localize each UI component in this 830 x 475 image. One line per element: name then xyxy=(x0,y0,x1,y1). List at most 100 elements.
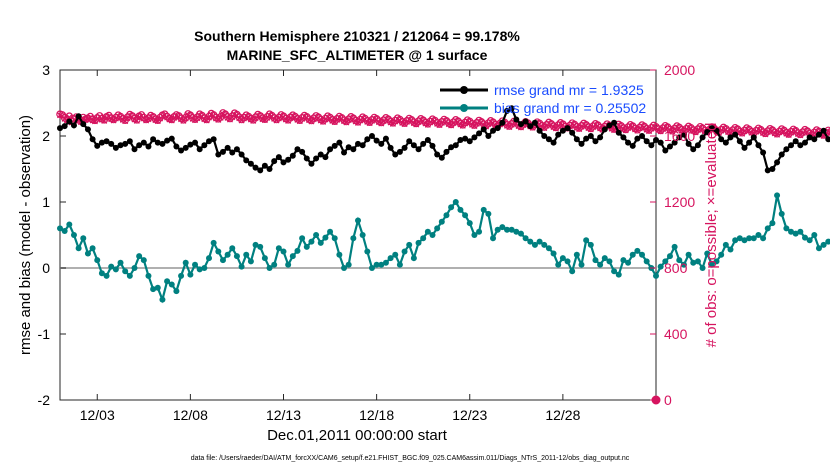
bias-marker xyxy=(66,221,72,227)
rmse-marker xyxy=(197,146,203,152)
y-right-axis-label: # of obs: o=possible; ×=evaluated xyxy=(703,123,720,348)
bias-marker xyxy=(145,273,151,279)
rmse-marker xyxy=(132,146,138,152)
bias-marker xyxy=(113,266,119,272)
rmse-marker xyxy=(90,136,96,142)
bias-marker xyxy=(490,235,496,241)
bias-marker xyxy=(579,262,585,268)
bias-marker xyxy=(132,265,138,271)
bias-marker xyxy=(215,249,221,255)
rmse-marker xyxy=(746,140,752,146)
bias-marker xyxy=(355,217,361,223)
rmse-marker xyxy=(821,128,827,134)
rmse-marker xyxy=(592,138,598,144)
legend-rmse-label: rmse grand mr = 1.9325 xyxy=(494,82,644,98)
y-right-tick-label: 0 xyxy=(664,392,672,408)
bias-marker xyxy=(411,255,417,261)
bias-marker xyxy=(653,273,659,279)
bias-marker xyxy=(462,212,468,218)
rmse-marker xyxy=(495,125,501,131)
bias-marker xyxy=(630,252,636,258)
rmse-marker xyxy=(555,132,561,138)
rmse-marker xyxy=(532,120,538,126)
bias-marker xyxy=(797,229,803,235)
bias-marker xyxy=(364,249,370,255)
bias-marker xyxy=(416,240,422,246)
rmse-marker xyxy=(783,146,789,152)
rmse-marker xyxy=(523,118,529,124)
rmse-marker xyxy=(350,146,356,152)
rmse-marker xyxy=(760,150,766,156)
legend-bias-label: bias grand mr = 0.25502 xyxy=(494,100,646,116)
rmse-marker xyxy=(639,133,645,139)
bias-marker xyxy=(551,250,557,256)
rmse-marker xyxy=(169,136,175,142)
bias-marker xyxy=(597,262,603,268)
bias-marker xyxy=(155,285,161,291)
rmse-marker xyxy=(648,142,654,148)
rmse-marker xyxy=(145,144,151,150)
rmse-marker xyxy=(220,149,226,155)
bias-marker xyxy=(667,253,673,259)
rmse-marker xyxy=(690,146,696,152)
bias-marker xyxy=(518,231,524,237)
rmse-marker xyxy=(630,143,636,149)
rmse-marker xyxy=(369,133,375,139)
bias-marker xyxy=(173,288,179,294)
rmse-marker xyxy=(267,166,273,172)
bias-marker xyxy=(290,253,296,259)
rmse-marker xyxy=(322,154,328,160)
bias-marker xyxy=(625,260,631,266)
rmse-marker xyxy=(341,150,347,156)
rmse-marker xyxy=(425,137,431,143)
bias-marker xyxy=(201,265,207,271)
bias-marker xyxy=(443,212,449,218)
bias-marker xyxy=(420,235,426,241)
rmse-marker xyxy=(420,141,426,147)
bias-marker xyxy=(118,260,124,266)
bias-marker xyxy=(243,252,249,258)
bias-marker xyxy=(779,211,785,217)
bias-marker xyxy=(811,232,817,238)
rmse-marker xyxy=(308,161,314,167)
rmse-marker xyxy=(620,134,626,140)
bias-marker xyxy=(178,273,184,279)
bias-marker xyxy=(476,229,482,235)
rmse-marker xyxy=(416,146,422,152)
y-right-tick-label: 2000 xyxy=(664,62,695,78)
y-right-tick-label: 800 xyxy=(664,260,688,276)
bias-marker xyxy=(546,245,552,251)
x-tick-label: 12/13 xyxy=(266,407,301,423)
rmse-marker xyxy=(378,141,384,147)
bias-marker xyxy=(397,262,403,268)
rmse-marker xyxy=(141,140,147,146)
bias-marker xyxy=(262,255,268,261)
rmse-marker xyxy=(66,118,72,124)
bias-marker xyxy=(616,272,622,278)
rmse-marker xyxy=(430,143,436,149)
x-tick-label: 12/08 xyxy=(173,407,208,423)
y-tick-label: 2 xyxy=(42,128,50,144)
bias-marker xyxy=(807,237,813,243)
bias-marker xyxy=(658,264,664,270)
bias-marker xyxy=(187,272,193,278)
bias-marker xyxy=(346,262,352,268)
rmse-marker xyxy=(336,140,342,146)
rmse-marker xyxy=(402,145,408,151)
chart-title-line1: Southern Hemisphere 210321 / 212064 = 99… xyxy=(194,28,520,44)
rmse-marker xyxy=(569,130,575,136)
bias-marker xyxy=(62,228,68,234)
bias-marker xyxy=(327,229,333,235)
rmse-marker xyxy=(225,145,231,151)
bias-marker xyxy=(104,273,110,279)
rmse-marker xyxy=(597,134,603,140)
bias-marker xyxy=(672,244,678,250)
bias-marker xyxy=(225,252,231,258)
bias-marker xyxy=(760,235,766,241)
x-tick-label: 12/23 xyxy=(452,407,487,423)
bias-marker xyxy=(141,257,147,263)
y-right-tick-label: 1200 xyxy=(664,194,695,210)
bias-marker xyxy=(383,260,389,266)
bias-marker xyxy=(159,297,165,303)
